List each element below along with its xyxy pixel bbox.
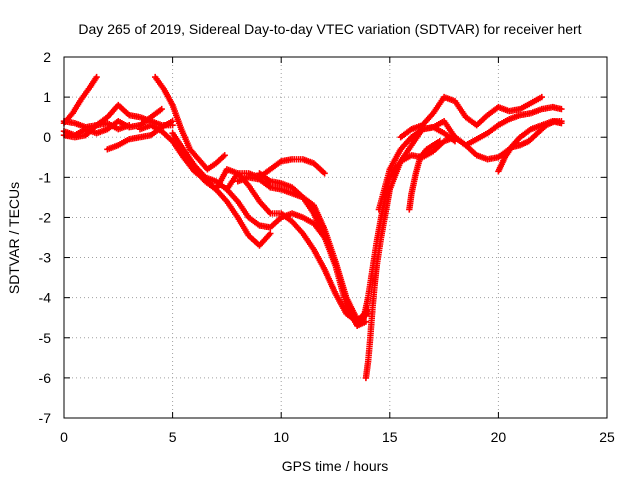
y-tick-label: -1 [39, 169, 52, 185]
x-tick-label: 10 [273, 429, 289, 445]
y-tick-label: -5 [39, 330, 52, 346]
y-tick-label: -3 [39, 250, 52, 266]
chart-title: Day 265 of 2019, Sidereal Day-to-day VTE… [78, 21, 581, 37]
x-tick-label: 15 [382, 429, 398, 445]
y-tick-label: 0 [43, 129, 51, 145]
satellite-track-9 [191, 166, 372, 325]
satellite-track-6 [152, 73, 228, 173]
x-tick-label: 25 [599, 429, 615, 445]
x-tick-label: 5 [169, 429, 177, 445]
y-tick-label: -7 [39, 410, 52, 426]
satellite-track-12 [256, 170, 370, 329]
satellite-track-17 [406, 138, 443, 213]
y-tick-label: -6 [39, 370, 52, 386]
y-tick-label: -2 [39, 209, 52, 225]
y-tick-label: 2 [43, 49, 51, 65]
satellite-track-18 [495, 118, 565, 175]
satellite-track-15 [375, 103, 565, 213]
y-axis-label: SDTVAR / TECUs [6, 182, 22, 294]
x-tick-label: 0 [60, 429, 68, 445]
y-tick-label: -4 [39, 290, 52, 306]
x-axis-label: GPS time / hours [282, 458, 389, 474]
grid-lines [64, 57, 607, 418]
x-tick-label: 20 [491, 429, 507, 445]
satellite-track-16 [397, 93, 545, 141]
y-tick-label: 1 [43, 89, 51, 105]
plot-frame [63, 56, 608, 419]
